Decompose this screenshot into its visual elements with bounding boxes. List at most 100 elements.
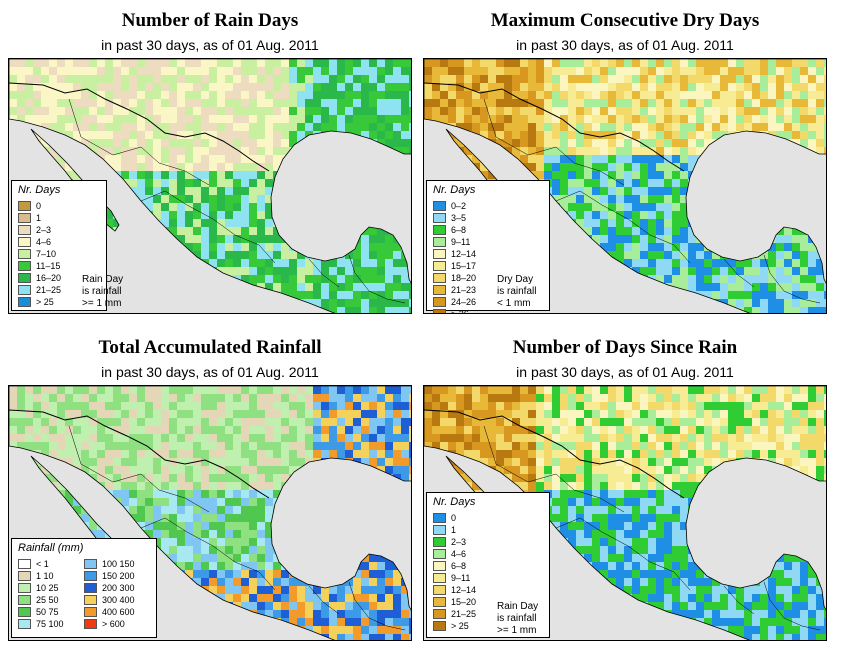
legend-item: 18–20 bbox=[433, 273, 476, 284]
state-border bbox=[649, 561, 691, 591]
legend-swatch bbox=[433, 273, 446, 283]
panel-subtitle: in past 30 days, as of 01 Aug. 2011 bbox=[516, 37, 734, 53]
legend-item: < 1 bbox=[18, 559, 49, 570]
legend-item: 0–2 bbox=[433, 201, 466, 212]
legend-label: 12–14 bbox=[451, 585, 477, 595]
map-canvas bbox=[424, 386, 826, 640]
state-border bbox=[186, 531, 236, 563]
legend-swatch bbox=[433, 549, 446, 559]
legend-label: 4–6 bbox=[36, 237, 52, 247]
legend-title: Nr. Days bbox=[433, 184, 476, 196]
legend-label: 24–26 bbox=[451, 297, 477, 307]
legend-item: 4–6 bbox=[433, 549, 466, 560]
legend-item: > 600 bbox=[84, 619, 125, 630]
legend-item: 100 150 bbox=[84, 559, 135, 570]
state-border bbox=[723, 258, 755, 288]
state-border bbox=[783, 290, 821, 304]
legend-label: 15–17 bbox=[451, 261, 477, 271]
legend-label: 9–11 bbox=[451, 573, 471, 583]
map-note: Rain Day is rainfall >= 1 mm bbox=[82, 274, 124, 309]
state-border bbox=[234, 234, 276, 264]
map-legend: Nr. Days 0 1 2–3 4–6 6–8 9–11 12–14 15–20 21–25 >… bbox=[426, 492, 550, 638]
legend-swatch bbox=[433, 309, 446, 313]
legend-label: 25 50 bbox=[36, 595, 59, 605]
panel-subtitle: in past 30 days, as of 01 Aug. 2011 bbox=[516, 364, 734, 380]
legend-label: > 26 bbox=[451, 309, 469, 314]
state-border bbox=[368, 617, 406, 631]
legend-swatch bbox=[433, 513, 446, 523]
legend-title: Nr. Days bbox=[433, 496, 476, 508]
legend-label: < 1 bbox=[36, 559, 49, 569]
legend-label: 7–10 bbox=[36, 249, 57, 259]
legend-swatch bbox=[433, 621, 446, 631]
state-border bbox=[68, 425, 114, 483]
legend-label: 1 10 bbox=[36, 571, 54, 581]
panel-title: Maximum Consecutive Dry Days bbox=[490, 10, 760, 31]
legend-swatch bbox=[18, 285, 31, 295]
map-note: Rain Day is rainfall >= 1 mm bbox=[497, 601, 539, 636]
map-days-since-rain: Nr. Days 0 1 2–3 4–6 6–8 9–11 12–14 15–20 21–25 >… bbox=[423, 385, 827, 641]
legend-item: 11–15 bbox=[18, 261, 60, 272]
legend-item: 2–3 bbox=[18, 225, 51, 236]
state-border bbox=[555, 517, 603, 533]
map-canvas bbox=[9, 59, 411, 313]
legend-label: 10 25 bbox=[36, 583, 59, 593]
legend-swatch bbox=[84, 571, 97, 581]
legend-label: 0 bbox=[451, 513, 457, 523]
legend-swatch bbox=[84, 619, 97, 629]
country-border bbox=[424, 409, 685, 499]
legend-item: > 25 bbox=[433, 621, 469, 632]
state-border bbox=[348, 581, 370, 619]
legend-label: 1 bbox=[451, 525, 457, 535]
legend-item: 300 400 bbox=[84, 595, 135, 606]
legend-swatch bbox=[18, 571, 31, 581]
legend-swatch bbox=[84, 607, 97, 617]
panel-max-dry-days: Maximum Consecutive Dry Days in past 30 … bbox=[423, 0, 827, 318]
coastline bbox=[9, 59, 411, 313]
legend-label: 400 600 bbox=[102, 607, 135, 617]
state-border bbox=[763, 254, 785, 292]
legend-swatch bbox=[18, 595, 31, 605]
legend-label: 2–3 bbox=[451, 537, 467, 547]
legend-label: 6–8 bbox=[451, 225, 467, 235]
legend-swatch bbox=[18, 607, 31, 617]
legend-swatch bbox=[18, 225, 31, 235]
state-border bbox=[348, 254, 370, 292]
legend-item: 21–23 bbox=[433, 285, 476, 296]
legend-label: > 25 bbox=[36, 297, 54, 307]
legend-swatch bbox=[18, 249, 31, 259]
state-border bbox=[112, 473, 160, 491]
state-border bbox=[527, 146, 575, 164]
legend-label: 12–14 bbox=[451, 249, 477, 259]
legend-item: 6–8 bbox=[433, 225, 466, 236]
legend-swatch bbox=[433, 525, 446, 535]
legend-item: 12–14 bbox=[433, 585, 476, 596]
legend-label: > 600 bbox=[102, 619, 125, 629]
legend-swatch bbox=[84, 583, 97, 593]
legend-swatch bbox=[18, 619, 31, 629]
legend-swatch bbox=[433, 285, 446, 295]
legend-swatch bbox=[433, 561, 446, 571]
state-border bbox=[601, 204, 651, 236]
legend-item: 15–20 bbox=[433, 597, 476, 608]
legend-swatch bbox=[433, 585, 446, 595]
legend-swatch bbox=[18, 213, 31, 223]
legend-swatch bbox=[433, 609, 446, 619]
legend-label: 75 100 bbox=[36, 619, 64, 629]
legend-item: 3–5 bbox=[433, 213, 466, 224]
state-border bbox=[763, 581, 785, 619]
legend-item: 0 bbox=[18, 201, 41, 212]
panel-title: Total Accumulated Rainfall bbox=[98, 337, 322, 358]
legend-swatch bbox=[18, 237, 31, 247]
legend-item: 12–14 bbox=[433, 249, 476, 260]
legend-label: 4–6 bbox=[451, 549, 467, 559]
panel-subtitle: in past 30 days, as of 01 Aug. 2011 bbox=[101, 37, 319, 53]
legend-item: 21–25 bbox=[18, 285, 61, 296]
legend-label: 0–2 bbox=[451, 201, 467, 211]
state-border bbox=[158, 162, 210, 186]
state-border bbox=[112, 146, 160, 164]
map-rain-days: Nr. Days 0 1 2–3 4–6 7–10 11–15 16–20 21–25 > 25… bbox=[8, 58, 412, 314]
panel-total-rainfall: Total Accumulated Rainfall in past 30 da… bbox=[8, 327, 412, 645]
legend-item: 4–6 bbox=[18, 237, 51, 248]
legend-swatch bbox=[18, 201, 31, 211]
